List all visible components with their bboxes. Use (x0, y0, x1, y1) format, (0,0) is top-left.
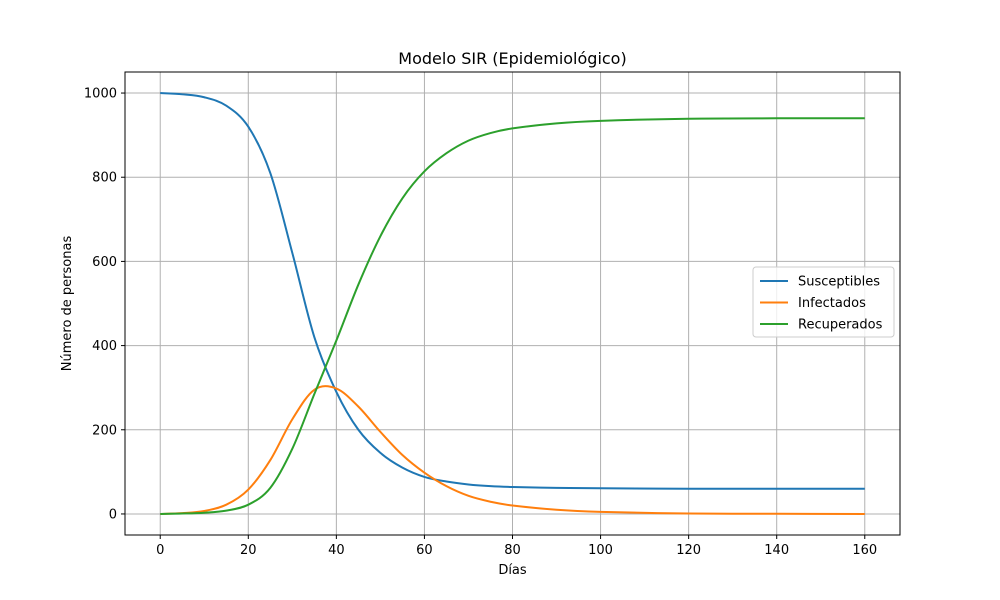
legend-label-recuperados: Recuperados (798, 318, 883, 333)
x-tick-label: 40 (328, 543, 345, 558)
legend: Susceptibles Infectados Recuperados (752, 266, 895, 338)
x-tick-label: 0 (156, 543, 164, 558)
y-tick-label: 800 (92, 171, 117, 186)
x-tick-label: 80 (504, 543, 521, 558)
series-line-infectados (160, 385, 865, 515)
x-tick-label: 60 (416, 543, 433, 558)
series-line-susceptibles (160, 92, 865, 490)
x-axis-label: Días (498, 563, 527, 578)
y-tick-label: 200 (92, 423, 117, 438)
x-tick-label: 100 (588, 543, 613, 558)
chart-title: Modelo SIR (Epidemiológico) (398, 49, 626, 68)
y-tick-label: 400 (92, 339, 117, 354)
y-tick-label: 0 (109, 507, 117, 522)
y-tick-label: 1000 (84, 87, 117, 102)
x-tick-label: 20 (240, 543, 257, 558)
x-tick-label: 160 (852, 543, 877, 558)
legend-label-infectados: Infectados (798, 296, 866, 311)
y-tick-label: 600 (92, 255, 117, 270)
series-lines (160, 92, 865, 515)
legend-box (752, 266, 895, 338)
axis-ticks: 0 20 40 60 80 100 120 140 160 0 200 400 600 800 1000 (84, 87, 877, 558)
legend-label-susceptibles: Susceptibles (798, 275, 880, 290)
x-tick-label: 120 (676, 543, 701, 558)
y-axis-label: Número de personas (60, 236, 75, 372)
series-line-recuperados (160, 117, 865, 515)
x-tick-label: 140 (764, 543, 789, 558)
